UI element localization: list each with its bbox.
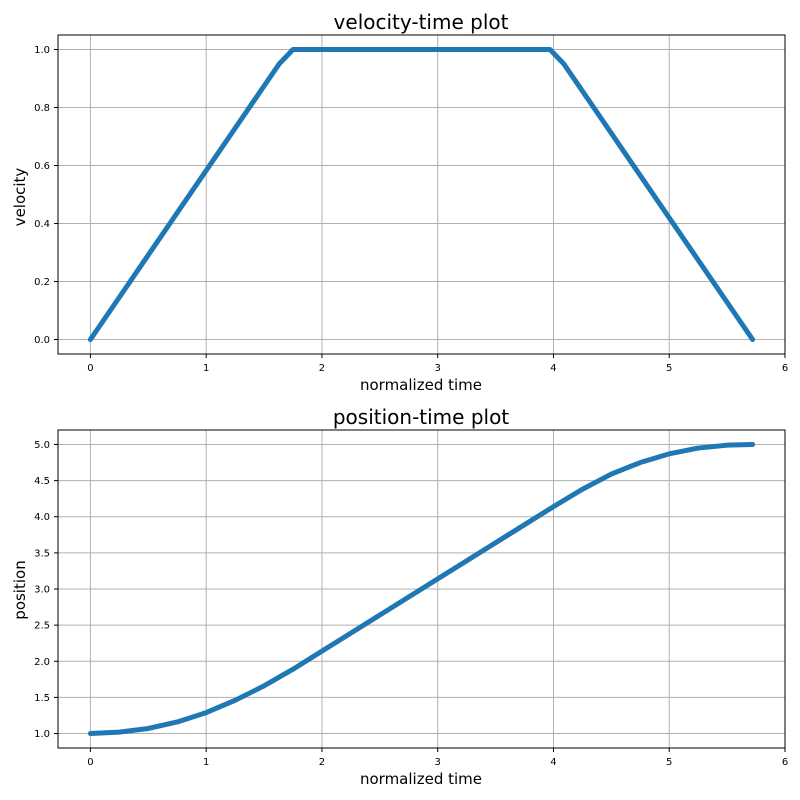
position-x-tick: 3 xyxy=(435,748,441,768)
position-chart-title: position-time plot xyxy=(333,405,509,429)
velocity-x-axis-label: normalized time xyxy=(360,376,482,394)
position-y-tick: 1.5 xyxy=(34,693,58,704)
velocity-x-tick: 4 xyxy=(550,354,557,374)
position-y-tick-label: 3.0 xyxy=(34,585,50,596)
position-y-tick-label: 2.0 xyxy=(34,657,50,668)
position-y-tick: 4.5 xyxy=(34,476,58,487)
velocity-series-group xyxy=(87,47,756,342)
position-x-tick-label: 0 xyxy=(87,757,93,768)
position-y-tick-label: 2.5 xyxy=(34,621,50,632)
position-x-tick: 0 xyxy=(87,748,94,768)
position-y-tick-label: 3.5 xyxy=(34,548,50,559)
position-y-tick: 3.5 xyxy=(34,548,58,559)
velocity-y-tick: 1.0 xyxy=(34,45,58,56)
velocity-y-tick-label: 1.0 xyxy=(34,45,50,56)
velocity-y-tick-label: 0.4 xyxy=(34,219,50,230)
position-x-tick: 1 xyxy=(203,748,209,768)
velocity-x-tick-label: 4 xyxy=(550,363,556,374)
position-y-tick: 4.0 xyxy=(34,512,58,523)
velocity-x-tick: 6 xyxy=(782,354,788,374)
position-y-tick-label: 1.0 xyxy=(34,729,50,740)
velocity-y-tick-label: 0.0 xyxy=(34,335,50,346)
position-x-tick: 4 xyxy=(550,748,557,768)
position-x-tick: 6 xyxy=(782,748,788,768)
position-x-tick-label: 6 xyxy=(782,757,788,768)
velocity-y-tick-label: 0.2 xyxy=(34,277,50,288)
position-y-tick: 1.0 xyxy=(34,729,58,740)
position-y-tick-label: 4.5 xyxy=(34,476,50,487)
position-y-tick: 3.0 xyxy=(34,585,58,596)
velocity-y-tick-label: 0.6 xyxy=(34,161,50,172)
position-y-tick-label: 1.5 xyxy=(34,693,50,704)
position-plot-frame xyxy=(57,429,786,749)
velocity-x-tick-label: 2 xyxy=(319,363,325,374)
velocity-chart: velocity-time plot 0 1 2 3 4 5 6 0.0 0.2 0.4 0.6 0.… xyxy=(11,10,788,394)
velocity-x-tick-label: 3 xyxy=(435,363,441,374)
velocity-chart-title: velocity-time plot xyxy=(334,10,509,34)
velocity-y-tick: 0.6 xyxy=(34,161,58,172)
position-series-group xyxy=(87,441,756,737)
position-x-tick-label: 1 xyxy=(203,757,209,768)
velocity-grid xyxy=(58,35,786,354)
position-x-tick-label: 4 xyxy=(550,757,556,768)
position-chart: position-time plot 0 1 2 3 4 5 6 1.0 1.5 2.0 2.5 3.… xyxy=(11,405,788,788)
position-x-tick: 5 xyxy=(666,748,672,768)
position-y-tick-label: 5.0 xyxy=(34,440,50,451)
position-y-tick-label: 4.0 xyxy=(34,512,50,523)
position-y-tick: 2.5 xyxy=(34,621,58,632)
position-x-axis-label: normalized time xyxy=(360,770,482,788)
velocity-x-tick-label: 1 xyxy=(203,363,209,374)
velocity-x-tick-label: 5 xyxy=(666,363,672,374)
position-x-tick-label: 3 xyxy=(435,757,441,768)
position-series-line xyxy=(87,441,756,737)
velocity-x-tick: 0 xyxy=(87,354,94,374)
position-x-tick: 2 xyxy=(319,748,325,768)
position-x-tick-label: 2 xyxy=(319,757,325,768)
velocity-x-tick-label: 6 xyxy=(782,363,788,374)
velocity-series-line xyxy=(87,47,756,342)
position-y-tick: 5.0 xyxy=(34,440,58,451)
velocity-y-tick: 0.0 xyxy=(34,335,58,346)
velocity-y-tick: 0.2 xyxy=(34,277,58,288)
velocity-ticks: 0 1 2 3 4 5 6 0.0 0.2 0.4 0.6 0.8 1.0 xyxy=(34,45,788,374)
position-ticks: 0 1 2 3 4 5 6 1.0 1.5 2.0 2.5 3.0 3.5 4.0 4.5 5.0 xyxy=(34,440,788,768)
velocity-plot-frame xyxy=(57,34,786,355)
velocity-x-tick: 1 xyxy=(203,354,209,374)
velocity-x-tick: 2 xyxy=(319,354,325,374)
velocity-y-axis-label: velocity xyxy=(11,168,29,227)
velocity-x-tick: 5 xyxy=(666,354,672,374)
velocity-y-tick-label: 0.8 xyxy=(34,103,50,114)
velocity-y-tick: 0.8 xyxy=(34,103,58,114)
position-y-tick: 2.0 xyxy=(34,657,58,668)
velocity-x-tick: 3 xyxy=(435,354,441,374)
position-x-tick-label: 5 xyxy=(666,757,672,768)
velocity-x-tick-label: 0 xyxy=(87,363,93,374)
velocity-y-tick: 0.4 xyxy=(34,219,58,230)
position-y-axis-label: position xyxy=(11,560,29,619)
